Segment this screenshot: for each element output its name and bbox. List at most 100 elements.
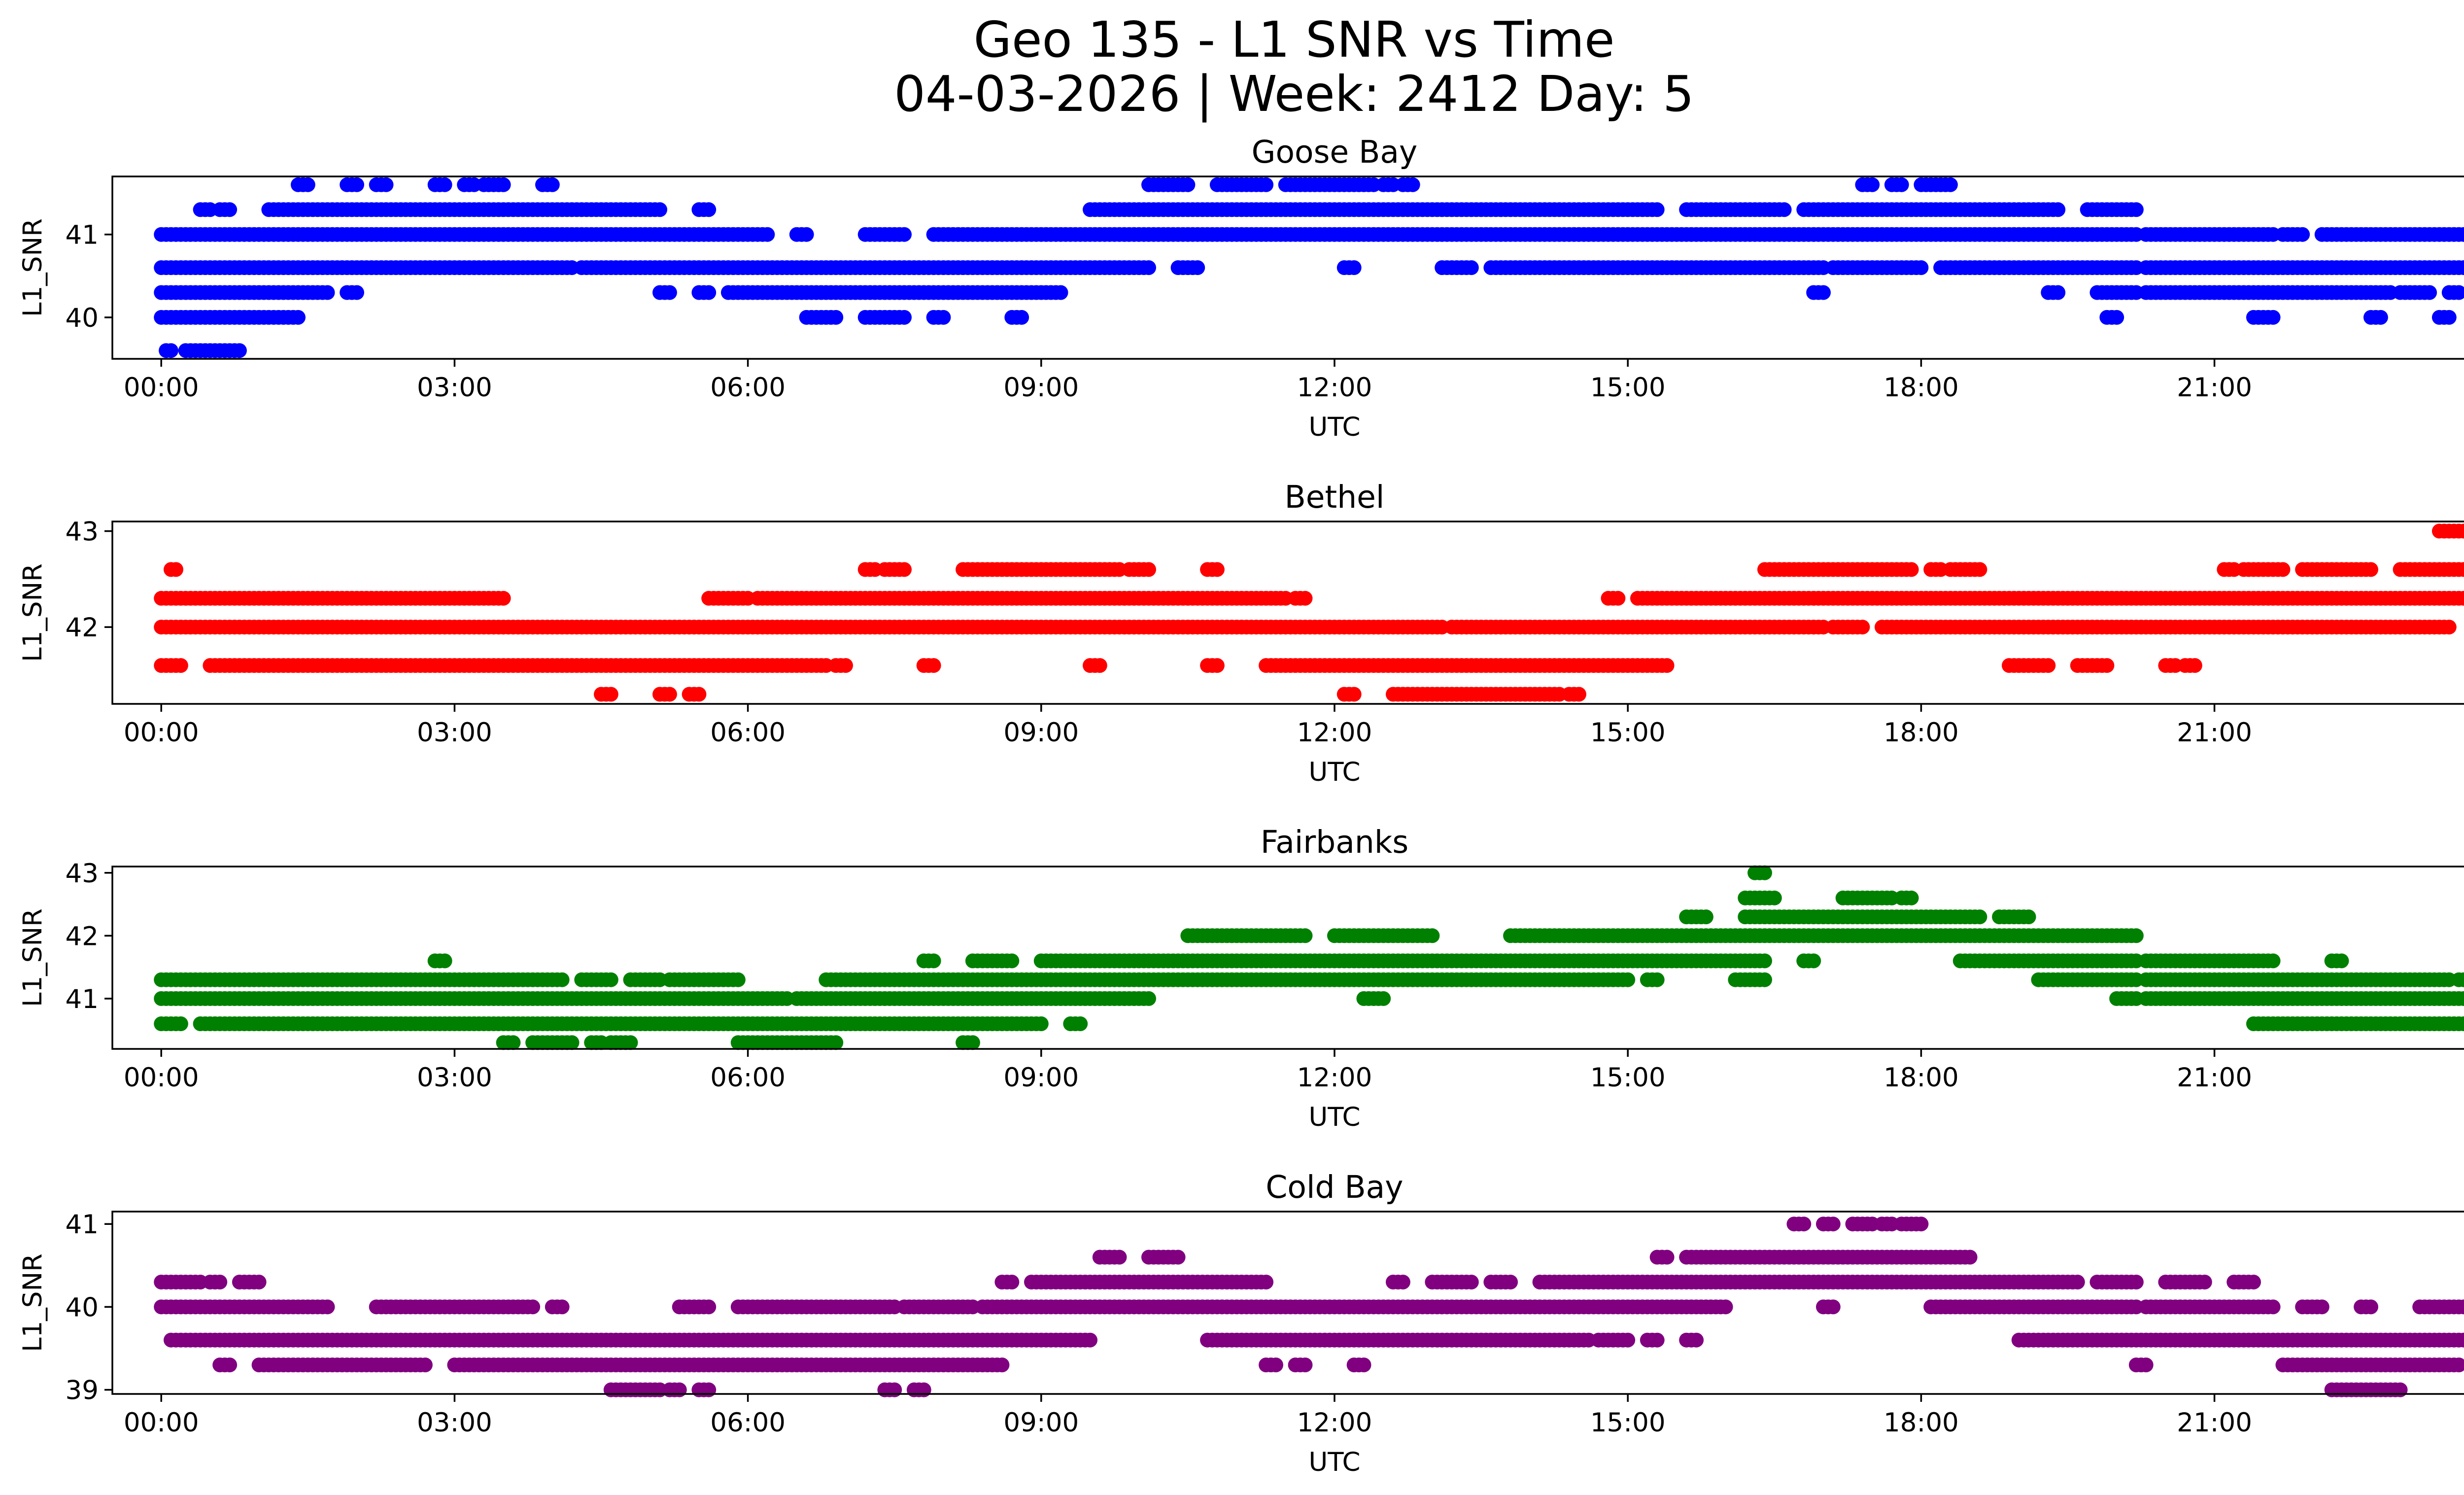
- series-fairbanks-40_3: [496, 1035, 980, 1050]
- data-point: [2393, 1382, 2408, 1397]
- x-tick-label: 09:00: [1003, 718, 1079, 748]
- data-point: [1757, 972, 1772, 987]
- y-tick-label: 41: [66, 984, 99, 1014]
- data-point: [2461, 262, 2464, 274]
- data-point: [1649, 1332, 1665, 1348]
- series-fairbanks-41_3: [154, 972, 2464, 987]
- data-point: [2138, 1357, 2154, 1373]
- data-point: [926, 658, 941, 673]
- series-bethel-42_6: [164, 562, 2464, 577]
- x-tick-label: 09:00: [1003, 373, 1079, 403]
- data-point: [603, 687, 618, 702]
- data-point: [1620, 1332, 1636, 1348]
- data-point: [828, 310, 844, 325]
- y-tick-label: 43: [66, 517, 99, 547]
- y-tick-label: 41: [66, 220, 99, 250]
- x-tick-label: 03:00: [417, 373, 492, 403]
- data-point: [222, 1357, 238, 1373]
- series-goose-bay-41_3: [193, 202, 2144, 217]
- x-tick-label: 21:00: [2177, 718, 2252, 748]
- data-point: [1209, 658, 1225, 673]
- data-point: [603, 972, 618, 987]
- x-axis-label: UTC: [1308, 1102, 1360, 1132]
- subplot-title: Bethel: [1285, 479, 1385, 515]
- series-goose-bay-40: [154, 310, 2457, 325]
- figure-title-line1: Geo 135 - L1 SNR vs Time: [974, 11, 1615, 69]
- y-tick-label: 43: [66, 859, 99, 889]
- data-point: [1014, 310, 1029, 325]
- data-point: [2187, 658, 2202, 673]
- data-point: [1073, 1016, 1088, 1031]
- data-point: [2456, 1016, 2464, 1031]
- x-tick-label: 18:00: [1883, 373, 1959, 403]
- data-point: [349, 285, 364, 300]
- data-point: [1268, 1357, 1283, 1373]
- data-point: [2128, 928, 2144, 943]
- data-point: [232, 343, 247, 358]
- series-fairbanks-42_3: [1679, 909, 2036, 925]
- x-tick-label: 21:00: [2177, 373, 2252, 403]
- data-point: [701, 202, 717, 217]
- series-bethel-41_3: [594, 687, 1586, 702]
- data-point: [2275, 562, 2291, 577]
- series-fairbanks-42: [1180, 928, 2144, 943]
- data-point: [2461, 525, 2464, 537]
- data-point: [994, 1357, 1010, 1373]
- data-point: [2041, 658, 2056, 673]
- data-point: [1004, 953, 1020, 969]
- series-goose-bay-39_6: [159, 343, 247, 358]
- data-point: [2456, 523, 2464, 539]
- x-tick-label: 12:00: [1297, 373, 1372, 403]
- data-point: [506, 1035, 521, 1050]
- data-point: [1972, 909, 1987, 925]
- data-point: [1816, 285, 1831, 300]
- data-point: [1855, 620, 1870, 635]
- data-point: [1972, 562, 1987, 577]
- data-point: [1777, 202, 1792, 217]
- data-point: [1806, 953, 1821, 969]
- data-point: [701, 285, 717, 300]
- series-cold-bay-39_6: [164, 1332, 2464, 1348]
- data-point: [828, 1035, 844, 1050]
- series-fairbanks-42_6: [1738, 890, 1919, 905]
- data-point: [417, 1357, 433, 1373]
- x-tick-label: 15:00: [1590, 1063, 1666, 1093]
- data-point: [1620, 972, 1636, 987]
- data-point: [222, 202, 238, 217]
- data-point: [2422, 285, 2437, 300]
- data-point: [291, 310, 306, 325]
- data-point: [2021, 909, 2036, 925]
- y-tick-label: 42: [66, 613, 99, 643]
- data-point: [2451, 285, 2464, 300]
- x-tick-label: 00:00: [124, 373, 199, 403]
- data-point: [2109, 310, 2124, 325]
- data-point: [672, 1382, 687, 1397]
- data-point: [2456, 1332, 2464, 1348]
- data-point: [1180, 177, 1196, 192]
- figure-title-line2: 04-03-2026 | Week: 2412 Day: 5: [894, 65, 1694, 123]
- data-point: [2461, 563, 2464, 576]
- data-point: [760, 227, 775, 242]
- data-point: [916, 1382, 931, 1397]
- data-point: [1894, 177, 1909, 192]
- y-tick-label: 42: [66, 921, 99, 951]
- data-point: [2265, 310, 2281, 325]
- data-point: [1659, 658, 1675, 673]
- data-point: [2373, 310, 2388, 325]
- series-goose-bay-40_6: [154, 260, 2464, 275]
- x-tick-label: 18:00: [1883, 1063, 1959, 1093]
- x-tick-label: 09:00: [1003, 1063, 1079, 1093]
- data-point: [1904, 890, 1919, 905]
- data-point: [173, 658, 188, 673]
- data-point: [349, 177, 364, 192]
- scatter-points-fairbanks: [154, 865, 2464, 1050]
- data-point: [2456, 991, 2464, 1006]
- data-point: [496, 177, 511, 192]
- x-axis-label: UTC: [1308, 757, 1360, 787]
- data-point: [2334, 953, 2349, 969]
- data-point: [2099, 658, 2115, 673]
